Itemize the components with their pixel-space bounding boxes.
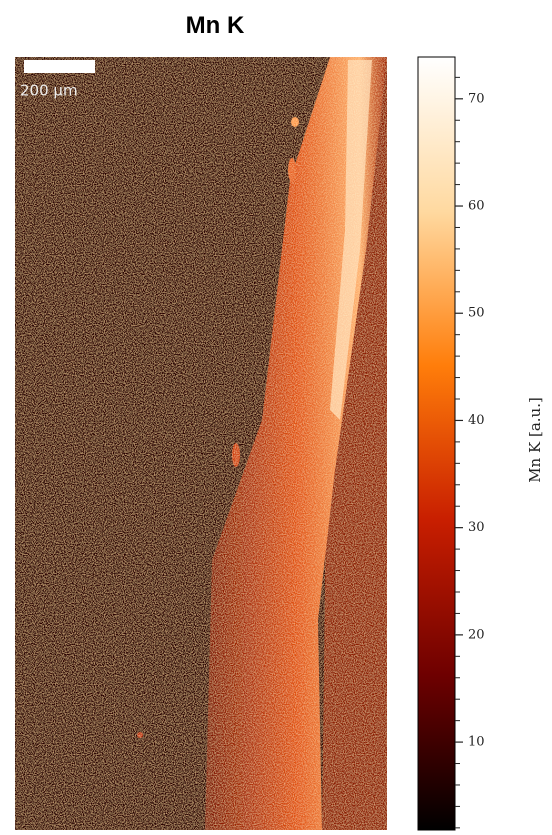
- colorbar-tick-label: 50: [468, 306, 485, 321]
- chart-title: Mn K: [186, 12, 245, 39]
- colorbar-label: Mn K [a.u.]: [526, 397, 544, 483]
- scale-bar: [24, 60, 95, 73]
- colorbar-tick-label: 60: [468, 199, 485, 214]
- colorbar-tick-label: 40: [468, 413, 485, 428]
- scale-bar-label: 200 μm: [20, 82, 78, 100]
- colorbar-tick-label: 20: [468, 627, 485, 642]
- colorbar-tick-label: 10: [468, 735, 485, 750]
- colorbar: [417, 56, 456, 831]
- colorbar-tick-label: 70: [468, 91, 485, 106]
- map-image: [15, 57, 387, 830]
- colorbar-tick-label: 30: [468, 520, 485, 535]
